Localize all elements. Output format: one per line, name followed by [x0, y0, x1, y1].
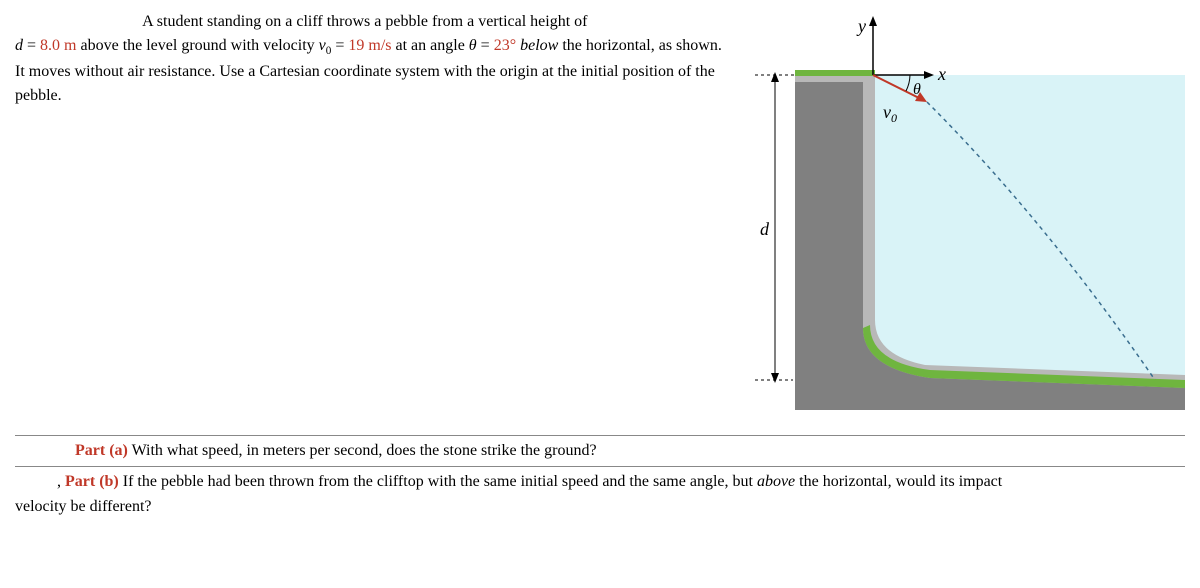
dim-arrow-bottom: [771, 373, 779, 383]
grass-top: [795, 70, 875, 76]
part-a-label: Part (a): [75, 442, 128, 459]
part-b-prefix: If the pebble had been thrown from the c…: [119, 473, 757, 490]
part-a-line: Part (a) With what speed, in meters per …: [15, 438, 1185, 464]
part-b-suffix: the horizontal, would its impact: [795, 473, 1002, 490]
part-b-line2: velocity be different?: [15, 494, 1185, 520]
problem-text-block: A student standing on a cliff throws a p…: [15, 10, 735, 420]
dim-arrow-top: [771, 72, 779, 82]
part-b-above: above: [757, 473, 795, 490]
var-d: d: [15, 37, 23, 54]
var-theta: θ: [469, 37, 477, 54]
part-b-label: Part (b): [65, 473, 119, 490]
physics-diagram: y x v0 θ d: [755, 10, 1185, 420]
divider-top: [15, 435, 1185, 436]
content-area: A student standing on a cliff throws a p…: [15, 10, 1185, 420]
part-a-text: With what speed, in meters per second, d…: [128, 442, 597, 459]
eq2: =: [331, 37, 348, 54]
parts-block: Part (a) With what speed, in meters per …: [15, 435, 1185, 520]
at-angle-text: at an angle: [392, 37, 469, 54]
intro-text: A student standing on a cliff throws a p…: [142, 13, 587, 30]
y-axis-arrow: [869, 16, 877, 26]
v0-value: 19 m/s: [348, 37, 391, 54]
above-text: above the level ground with velocity: [76, 37, 318, 54]
var-v0: v: [319, 37, 326, 54]
diagram-svg: y x v0 θ d: [755, 10, 1185, 420]
theta-value: 23°: [494, 37, 516, 54]
problem-statement: A student standing on a cliff throws a p…: [15, 10, 735, 108]
d-value: 8.0 m: [40, 37, 76, 54]
part-b-line1: , Part (b) If the pebble had been thrown…: [15, 469, 1185, 495]
d-label: d: [760, 219, 770, 239]
y-axis-label: y: [856, 16, 866, 36]
x-axis-label: x: [937, 64, 946, 84]
theta-label: θ: [913, 81, 921, 98]
eq3: =: [477, 37, 494, 54]
eq1: =: [23, 37, 40, 54]
below-text: below: [520, 37, 558, 54]
divider-mid: [15, 466, 1185, 467]
